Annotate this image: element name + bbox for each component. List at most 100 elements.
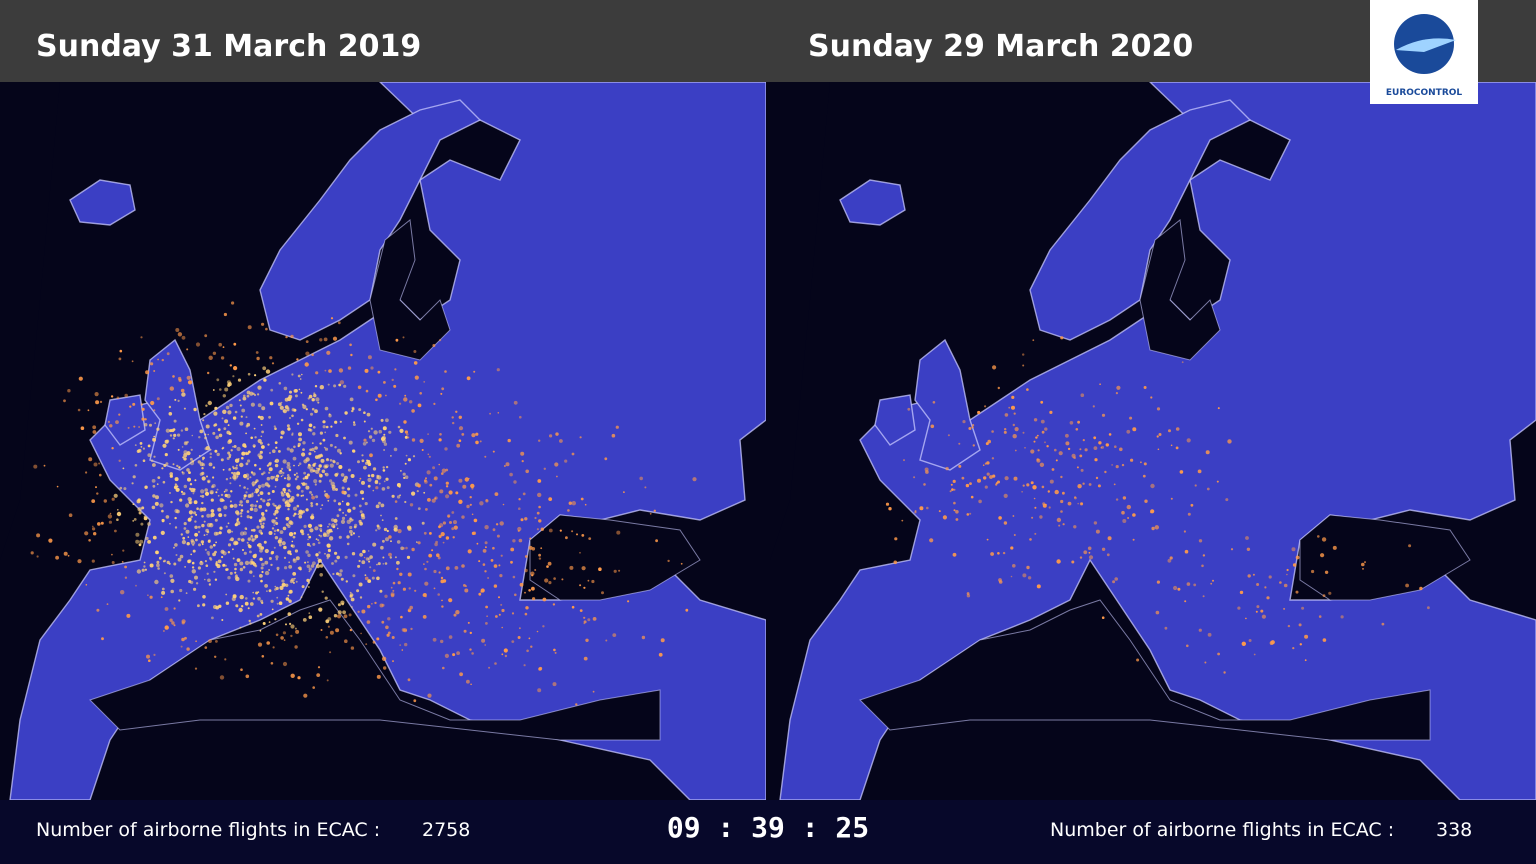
flight-dot (1197, 469, 1202, 474)
flight-dot (169, 522, 171, 525)
flight-dot (194, 479, 197, 482)
flight-dot (239, 462, 244, 468)
flight-dot (261, 445, 265, 449)
flight-dot (274, 485, 277, 488)
flight-dot (390, 455, 392, 457)
flight-dot (294, 645, 298, 649)
flight-dot (100, 521, 104, 525)
flight-dot (173, 546, 175, 549)
flight-dot (140, 403, 143, 406)
flight-dot (605, 639, 608, 642)
flight-dot (96, 492, 99, 495)
flight-dot (405, 546, 408, 550)
flight-dot (178, 599, 181, 602)
flight-dot (1248, 639, 1252, 642)
flight-dot (314, 385, 318, 388)
flight-dot (1108, 433, 1112, 436)
flight-dot (1362, 568, 1364, 570)
flight-dot (226, 380, 231, 385)
flight-dot (467, 549, 472, 554)
flight-dot (1245, 617, 1247, 620)
flight-dot (290, 673, 295, 678)
flight-dot (352, 532, 355, 535)
flight-dot (235, 464, 238, 467)
flight-dot (1080, 468, 1084, 472)
flight-dot (206, 530, 210, 534)
flight-dot (282, 661, 288, 667)
flight-dot (1080, 502, 1083, 505)
flight-dot (233, 477, 237, 481)
flight-dot (243, 551, 247, 555)
flight-dot (1179, 470, 1184, 474)
flight-dot (270, 563, 273, 567)
flight-dot (424, 479, 427, 482)
flight-dot (1119, 447, 1123, 452)
flight-dot (294, 549, 298, 553)
flight-dot (418, 484, 421, 488)
flight-dot (254, 436, 257, 439)
flight-dot (286, 476, 291, 481)
flight-dot (1253, 653, 1256, 656)
flight-dot (153, 653, 156, 657)
flight-dot (414, 589, 417, 592)
flight-dot (319, 385, 324, 390)
flight-dot (583, 616, 586, 619)
flight-dot (391, 636, 395, 639)
flight-dot (1261, 614, 1266, 619)
flight-dot (214, 518, 218, 522)
flight-dot (1115, 465, 1119, 469)
flight-dot (88, 539, 91, 542)
flight-dot (268, 498, 271, 501)
flight-dot (1256, 605, 1260, 609)
flight-dot (1030, 481, 1034, 485)
flight-dot (243, 394, 246, 398)
flight-dot (269, 401, 274, 406)
flight-dot (254, 553, 257, 557)
flight-dot (177, 433, 181, 437)
flight-dot (618, 569, 621, 572)
flight-dot (332, 460, 336, 464)
flight-dot (376, 637, 380, 641)
flight-dot (413, 699, 417, 703)
flight-dot (511, 640, 515, 643)
flight-dot (208, 539, 211, 542)
flight-dot (641, 635, 646, 640)
flight-dot (1156, 580, 1160, 584)
flight-dot (449, 521, 452, 524)
flight-dot (293, 445, 296, 449)
flight-dot (1058, 524, 1061, 527)
flight-dot (271, 527, 275, 530)
flight-dot (214, 406, 218, 410)
flight-dot (1036, 434, 1039, 437)
flight-dot (972, 424, 975, 427)
flight-dot (923, 483, 926, 486)
flight-dot (349, 628, 353, 632)
flight-dot (1032, 485, 1037, 490)
flight-dot (92, 527, 96, 531)
flight-dot (432, 637, 437, 642)
flight-dot (208, 639, 212, 643)
flight-dot (97, 522, 101, 526)
flight-dot (1205, 450, 1210, 455)
flight-dot (203, 413, 206, 416)
flight-dot (442, 666, 445, 670)
flight-dot (376, 674, 381, 679)
flight-dot (249, 493, 254, 498)
flight-dot (1036, 458, 1039, 461)
flight-dot (347, 494, 351, 498)
flight-dot (528, 637, 531, 640)
flight-dot (223, 514, 227, 517)
flight-dot (407, 458, 411, 462)
flight-dot (119, 349, 123, 353)
flight-dot (361, 609, 366, 614)
flight-dot (977, 410, 981, 415)
flight-dot (342, 512, 344, 514)
flight-dot (1283, 607, 1286, 610)
flight-dot (259, 613, 263, 616)
flight-dot (366, 459, 369, 462)
flight-dot (323, 337, 328, 342)
flight-dot (194, 575, 198, 580)
flight-dot (627, 600, 630, 603)
flight-dot (429, 483, 433, 487)
flight-dot (286, 461, 291, 466)
